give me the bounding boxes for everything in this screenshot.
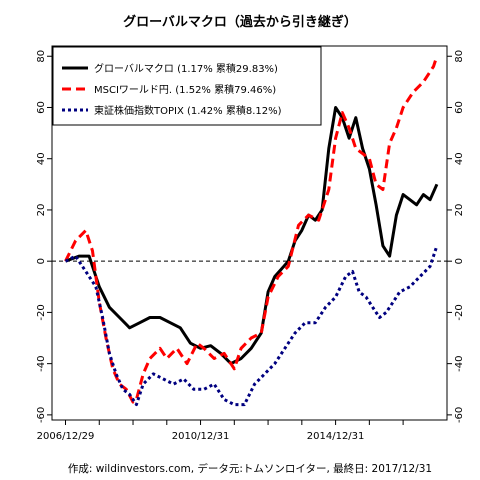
plot-border (51, 45, 448, 421)
plot-frame (51, 45, 448, 421)
y-tick-label-right: 80 (454, 50, 465, 63)
legend: グローバルマクロ (1.17% 累積29.83%) MSCIワールド円. (1.5… (52, 46, 322, 126)
x-tick-label: 2014/12/31 (307, 431, 365, 442)
series-line-1 (64, 106, 439, 366)
y-tick-label-right: 40 (454, 152, 465, 165)
x-tick-label: 2006/12/29 (37, 431, 95, 442)
y-tick-label-right: 0 (454, 258, 465, 264)
chart-title: グローバルマクロ（過去から引き継ぎ） (123, 14, 357, 30)
y-tick-label-right: 60 (454, 101, 465, 114)
y-tick-label-left: 80 (36, 50, 47, 63)
series-layer (64, 55, 439, 407)
y-tick-label-left: 40 (36, 152, 47, 165)
y-tick-label-left: -40 (36, 355, 47, 371)
x-tick-label: 2010/12/31 (172, 431, 230, 442)
legend-label-3: 東証株価指数TOPIX (1.42% 累積8.12%) (94, 104, 282, 117)
y-tick-label-left: -20 (36, 304, 47, 320)
y-tick-label-left: 60 (36, 101, 47, 114)
series-line-3 (64, 245, 439, 407)
y-axis-left: -60 -40 -20 0 20 40 60 80 (36, 50, 52, 423)
y-tick-label-right: 20 (454, 204, 465, 217)
legend-box (52, 46, 322, 126)
y-tick-label-left: 0 (36, 258, 47, 264)
legend-label-2: MSCIワールド円. (1.52% 累積79.46%) (94, 83, 276, 96)
chart-footer: 作成: wildinvestors.com, データ元:トムソンロイター, 最終… (68, 462, 432, 475)
y-tick-label-right: -20 (454, 304, 465, 320)
series-line-2 (64, 55, 439, 404)
legend-label-1: グローバルマクロ (1.17% 累積29.83%) (94, 62, 278, 75)
x-axis: 2006/12/29 2010/12/31 2014/12/31 (37, 420, 404, 442)
y-tick-label-left: 20 (36, 204, 47, 217)
y-axis-right: -60 -40 -20 0 20 40 60 80 (447, 50, 465, 423)
y-tick-label-right: -60 (454, 407, 465, 423)
y-tick-label-left: -60 (36, 407, 47, 423)
y-tick-label-right: -40 (454, 355, 465, 371)
